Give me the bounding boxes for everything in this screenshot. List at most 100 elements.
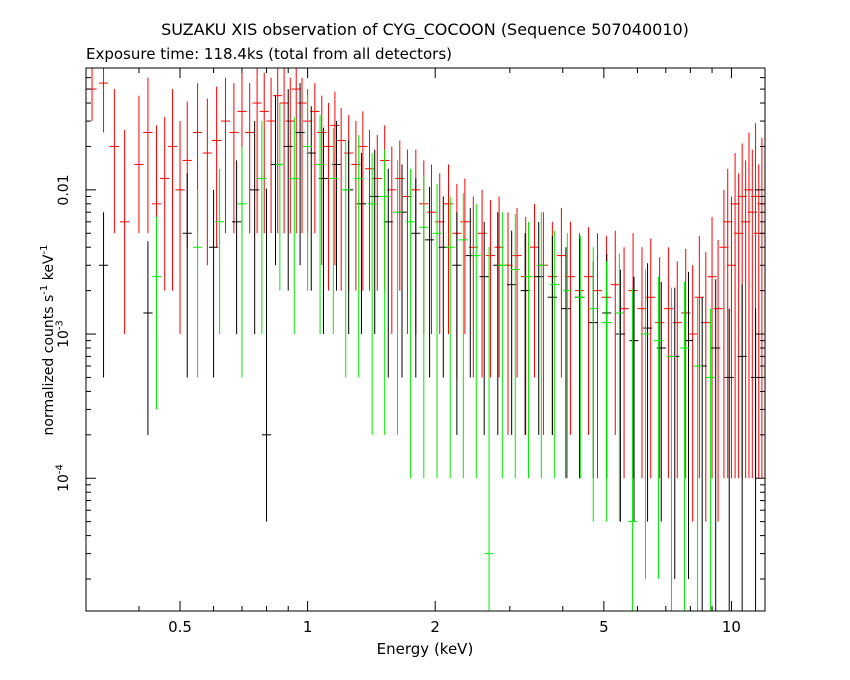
data-point [666,287,677,611]
data-point [655,257,665,479]
data-point [549,230,559,479]
data-point [250,121,260,335]
data-point [354,135,364,378]
data-point [283,89,293,291]
data-point [460,178,470,335]
data-point [151,216,162,410]
data-point [642,263,653,522]
data-point [737,284,747,611]
data-point [202,98,212,266]
data-point [556,207,566,378]
data-point [443,164,454,335]
data-point [212,86,222,248]
data-point [484,246,494,611]
data-point [310,83,320,234]
data-point [588,247,598,522]
data-point [614,253,624,522]
data-point [275,103,285,291]
data-point [380,149,390,435]
data-point [656,281,666,522]
data-point [452,212,462,435]
data-point [497,212,507,479]
data-point [289,117,299,335]
data-point [574,238,585,479]
data-point [245,83,255,234]
data-point [493,212,503,435]
data-point [512,207,522,378]
data-point [143,241,153,435]
data-point [411,178,421,378]
series-0 [87,68,765,522]
data-point [723,168,733,479]
data-point [610,230,620,435]
data-point [424,186,435,378]
y-tick-label: 10-4 [54,464,72,493]
data-point [547,235,557,435]
data-point [536,212,546,479]
data-point [523,221,534,479]
data-point [485,200,496,378]
x-axis-label: Energy (keV) [376,640,474,658]
data-point [297,77,307,234]
data-point [706,308,716,611]
data-point [364,130,375,291]
data-point [252,68,262,234]
data-point [295,83,305,266]
data-point [279,68,289,234]
x-tick-label: 5 [599,618,609,636]
data-point [328,127,338,335]
data-point [701,252,711,522]
data-point [259,72,269,234]
data-point [615,269,625,522]
data-point [426,164,437,335]
data-point [692,297,703,611]
data-point [619,247,629,479]
chart-title: SUZAKU XIS observation of CYG_COCOON (Se… [161,20,689,39]
data-point [232,160,242,335]
x-tick-label: 1 [302,618,313,636]
axis-ticks [85,67,765,611]
data-point [215,168,225,335]
data-point [273,68,283,234]
data-point [688,265,698,522]
data-point [477,189,487,378]
data-point [653,276,664,580]
x-tick-label: 2 [430,618,440,636]
data-point [679,281,690,611]
data-point [98,212,109,378]
data-point [395,140,405,291]
data-point [510,214,520,479]
data-point [583,227,594,435]
data-point [370,149,380,335]
data-point [592,233,603,479]
data-point [750,308,761,611]
data-point [629,276,639,522]
data-point [257,121,267,335]
data-point [291,68,301,234]
data-point [711,279,721,611]
data-point [445,196,455,479]
data-point [562,233,572,479]
chart-subtitle: Exposure time: 118.4ks (total from all d… [86,45,453,63]
data-point [358,111,368,291]
series-2 [151,95,716,611]
data-point [601,261,612,522]
data-point [229,83,239,234]
data-point [175,121,185,335]
data-point [713,239,723,522]
data-point [303,95,313,291]
data-point [323,103,334,291]
data-point [471,203,481,479]
data-point [529,203,540,378]
data-point [640,269,651,580]
series-1 [98,83,761,611]
data-point [458,193,468,479]
data-point [724,308,734,611]
data-point [120,130,130,335]
data-point [719,189,729,479]
data-point [285,77,295,234]
data-point [261,188,272,522]
data-point [683,271,694,580]
data-point [383,168,393,378]
data-point [726,196,737,479]
